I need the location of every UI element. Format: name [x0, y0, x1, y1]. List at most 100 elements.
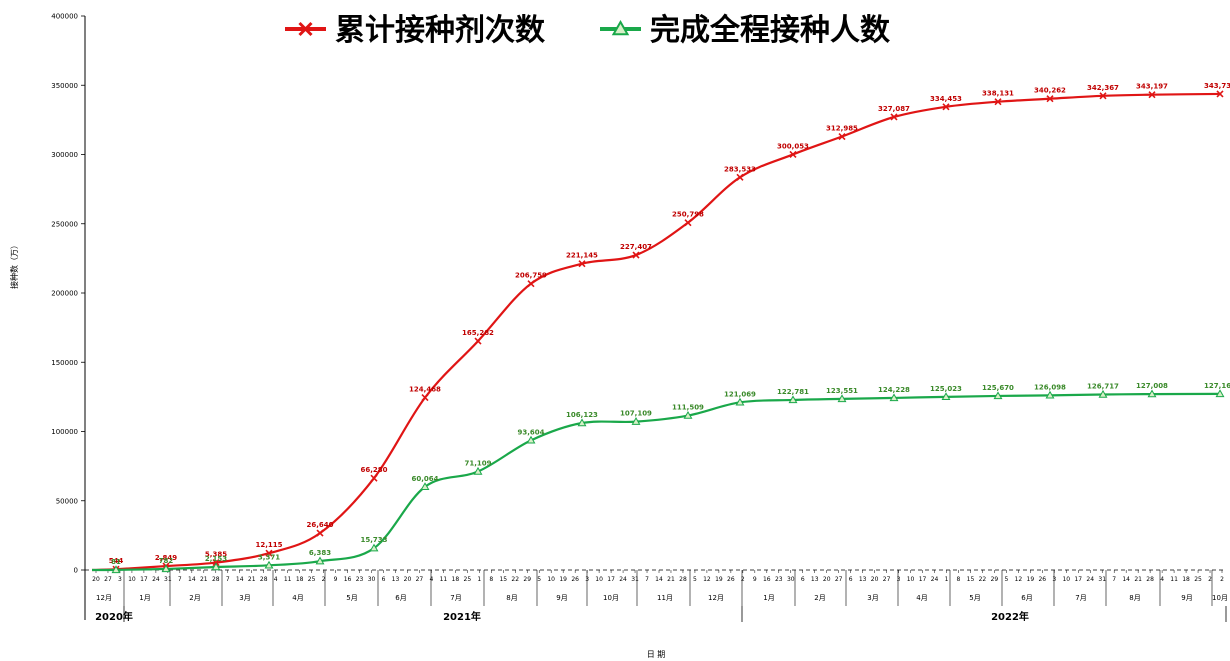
legend-label: 累计接种剂次数	[335, 13, 546, 48]
x-day-label: 22	[511, 576, 519, 583]
x-month-label: 1月	[139, 594, 150, 602]
x-month-label: 5月	[969, 594, 980, 602]
x-month-label: 3月	[867, 594, 878, 602]
data-label: 165,282	[462, 329, 494, 337]
data-label: 93,604	[517, 428, 544, 436]
x-day-label: 13	[392, 576, 400, 583]
x-month-label: 7月	[1075, 594, 1086, 602]
x-day-label: 12	[1015, 576, 1023, 583]
x-day-label: 3	[1052, 576, 1056, 583]
x-day-label: 21	[248, 576, 256, 583]
data-label: 6,383	[309, 549, 331, 557]
x-day-label: 30	[787, 576, 795, 583]
y-tick-label: 200000	[51, 290, 78, 298]
data-point-marker	[317, 530, 323, 536]
x-month-label: 10月	[603, 594, 619, 602]
x-day-label: 27	[104, 576, 112, 583]
legend-item-cumulative-doses: 累计接种剂次数	[285, 13, 546, 48]
series-cumulative-doses: 544 2,849 5,385 12,115 26,640 66,280 124,468 16…	[92, 82, 1230, 572]
data-label: 122,781	[777, 388, 809, 396]
x-day-label: 19	[715, 576, 723, 583]
x-day-label: 11	[284, 576, 292, 583]
data-label: 125,670	[982, 384, 1014, 392]
x-day-label: 10	[128, 576, 136, 583]
data-label: 123,551	[826, 387, 858, 395]
x-month-label: 6月	[395, 594, 406, 602]
x-day-label: 27	[835, 576, 843, 583]
x-day-label: 13	[811, 576, 819, 583]
x-day-label: 4	[274, 576, 278, 583]
x-year-label: 2022年	[991, 610, 1029, 623]
data-label: 15,733	[360, 536, 387, 544]
x-day-label: 7	[178, 576, 182, 583]
data-label: 111,509	[672, 404, 704, 412]
x-day-label: 27	[416, 576, 424, 583]
x-day-label: 17	[140, 576, 148, 583]
x-day-label: 6	[801, 576, 805, 583]
x-day-label: 26	[571, 576, 579, 583]
data-label: 125,023	[930, 385, 962, 393]
x-axis-title: 日 期	[647, 650, 666, 659]
data-label: 71,109	[464, 460, 491, 468]
data-label: 343,733	[1204, 82, 1230, 90]
data-label: 283,533	[724, 165, 756, 173]
legend-label: 完成全程接种人数	[650, 13, 891, 48]
x-day-label: 21	[667, 576, 675, 583]
x-day-label: 26	[727, 576, 735, 583]
y-tick-label: 300000	[51, 151, 78, 159]
x-day-label: 10	[547, 576, 555, 583]
x-day-label: 14	[236, 576, 244, 583]
data-label: 227,407	[620, 243, 652, 251]
x-month-label: 5月	[346, 594, 357, 602]
data-label: 343,197	[1136, 83, 1168, 91]
x-day-label: 6	[382, 576, 386, 583]
x-month-label: 2月	[814, 594, 825, 602]
x-month-label: 3月	[239, 594, 250, 602]
x-day-label: 16	[763, 576, 771, 583]
x-day-label: 6	[849, 576, 853, 583]
x-day-label: 9	[753, 576, 757, 583]
data-label: 782	[159, 557, 174, 565]
x-day-label: 17	[919, 576, 927, 583]
x-day-label: 13	[859, 576, 867, 583]
data-label: 127,160	[1204, 382, 1230, 390]
x-day-label: 19	[1027, 576, 1035, 583]
x-day-label: 11	[1170, 576, 1178, 583]
data-label: 127,008	[1136, 382, 1168, 390]
x-month-label: 8月	[506, 594, 517, 602]
x-day-label: 18	[296, 576, 304, 583]
x-day-label: 10	[595, 576, 603, 583]
x-day-label: 7	[226, 576, 230, 583]
x-day-label: 8	[489, 576, 493, 583]
x-month-label: 2月	[189, 594, 200, 602]
x-day-label: 31	[164, 576, 172, 583]
x-month-label: 12月	[708, 594, 724, 602]
x-day-label: 21	[1134, 576, 1142, 583]
x-axis: 20 27 3 10 17 24 31 7 14 21 28 7 14 21 28 4 11 18 25 2 9 16 23…	[85, 570, 1228, 623]
data-label: 334,453	[930, 95, 962, 103]
x-day-label: 3	[118, 576, 122, 583]
x-day-label: 23	[356, 576, 364, 583]
x-day-label: 8	[957, 576, 961, 583]
x-month-label: 1月	[763, 594, 774, 602]
data-label: 312,985	[826, 125, 858, 133]
x-month-label: 7月	[450, 594, 461, 602]
y-tick-label: 350000	[51, 82, 78, 90]
x-day-label: 16	[344, 576, 352, 583]
x-day-label: 15	[967, 576, 975, 583]
data-label: 124,228	[878, 386, 910, 394]
x-day-label: 24	[931, 576, 939, 583]
y-tick-label: 0	[74, 567, 78, 575]
y-tick-label: 100000	[51, 428, 78, 436]
data-label: 342,367	[1087, 84, 1119, 92]
x-day-label: 24	[619, 576, 627, 583]
x-day-label: 27	[883, 576, 891, 583]
data-label: 2,153	[205, 555, 227, 563]
data-label: 106,123	[566, 411, 598, 419]
x-month-label: 9月	[556, 594, 567, 602]
x-day-label: 4	[1160, 576, 1164, 583]
x-day-label: 4	[429, 576, 433, 583]
x-year-label: 2021年	[443, 610, 481, 623]
data-point-marker	[528, 281, 534, 287]
y-axis-title: 接种数（万）	[9, 241, 19, 289]
